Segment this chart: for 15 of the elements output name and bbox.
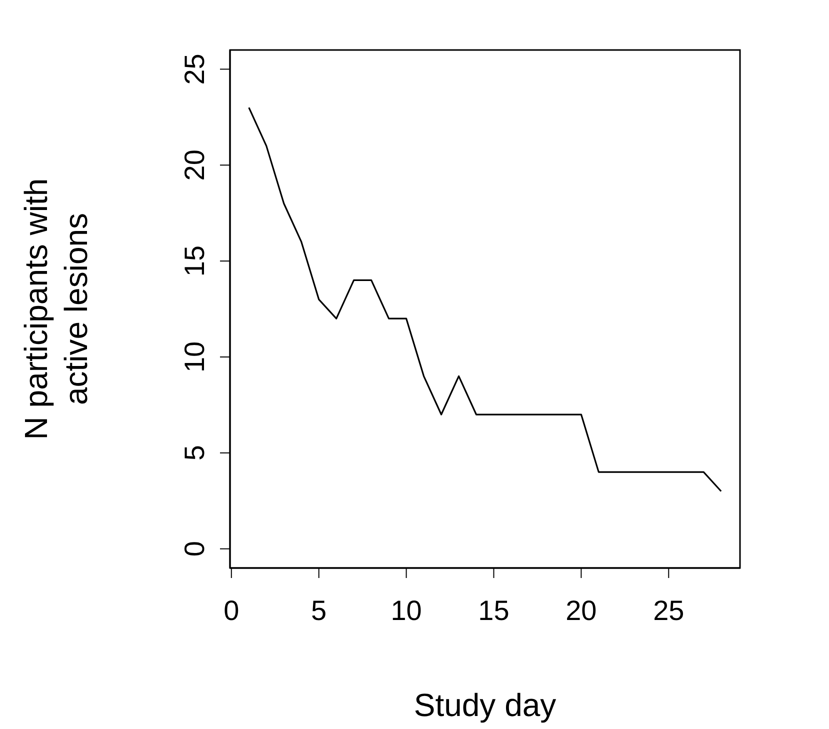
x-tick-label: 20 — [566, 595, 597, 626]
x-axis-title: Study day — [414, 687, 556, 723]
x-tick-label: 0 — [224, 595, 240, 626]
line-series — [248, 106, 722, 492]
x-tick-label: 10 — [390, 595, 422, 626]
y-tick-label: 0 — [179, 541, 210, 557]
y-tick-label: 25 — [179, 54, 210, 85]
x-tick-label: 5 — [311, 595, 327, 626]
x-tick-label: 15 — [478, 595, 510, 626]
x-tick-label: 25 — [653, 595, 684, 626]
y-tick-label: 20 — [179, 150, 210, 181]
y-tick-label: 5 — [179, 445, 210, 461]
y-tick-label: 15 — [179, 245, 210, 277]
y-axis-title: N participants with active lesions — [18, 178, 94, 440]
y-tick-label: 10 — [179, 341, 210, 373]
